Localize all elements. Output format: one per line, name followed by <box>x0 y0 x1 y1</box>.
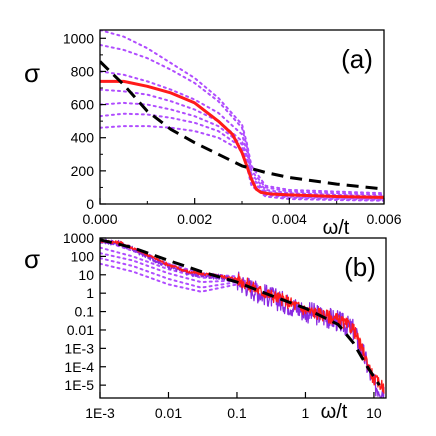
panel-a-x-tick-label: 0.000 <box>82 211 117 227</box>
panel-a-y-tick-label: 200 <box>71 163 95 179</box>
panel-b-x-tick-label: 1 <box>302 405 310 421</box>
panel-b-y-tick-label: 100 <box>71 248 95 264</box>
panel-b-x-tick-label: 10 <box>366 405 382 421</box>
panel-b-y-axis-label: σ <box>24 244 40 274</box>
panel-a-label: (a) <box>341 44 373 74</box>
panel-b-series <box>100 238 385 398</box>
panel-b-y-tick-label: 0.1 <box>75 304 95 320</box>
panel-a-x-tick-label: 0.004 <box>272 211 307 227</box>
panel-a-series-4-dotted <box>100 70 384 198</box>
panel-a-x-tick-label: 0.002 <box>177 211 212 227</box>
panel-a-series-1-dashed <box>100 60 384 191</box>
panel-b-x-tick-label: 1E-3 <box>85 405 115 421</box>
panel-b-series-2-dashed <box>100 238 381 386</box>
panel-b-y-tick-label: 10 <box>78 267 94 283</box>
panel-b: 1E-3 0.01 0.1 1 10 1000 100 10 1 0.1 0.01 1E-3 1E-4 1… <box>24 230 387 425</box>
panel-a-series-2-dotted <box>100 30 384 195</box>
panel-b-x-axis-label: ω/t <box>321 401 348 423</box>
panel-a-y-tick-label: 800 <box>71 63 95 79</box>
panel-b-y-tick-label: 1000 <box>63 230 94 246</box>
panel-b-y-tick-label: 1E-3 <box>64 340 94 356</box>
panel-a-series <box>100 30 384 202</box>
panel-a-y-tick-label: 0 <box>86 196 94 212</box>
panel-a-series-6-dotted <box>100 101 384 200</box>
panel-a-y-tick-label: 400 <box>71 130 95 146</box>
panel-b-ticks: 1E-3 0.01 0.1 1 10 1000 100 10 1 0.1 0.01 1E-3 1E-4 1… <box>63 230 382 421</box>
panel-b-y-tick-label: 1 <box>86 285 94 301</box>
panel-b-x-tick-label: 0.1 <box>227 405 247 421</box>
panel-a-x-tick-label: 0.006 <box>366 211 401 227</box>
panel-b-y-tick-label: 0.01 <box>67 322 94 338</box>
panel-a-x-axis-label: ω/t <box>323 217 350 239</box>
panel-b-label: (b) <box>344 252 376 282</box>
panel-b-x-tick-label: 0.01 <box>155 405 182 421</box>
panel-a-series-8-dotted <box>100 125 384 202</box>
panel-a-series-3-dotted <box>100 43 384 196</box>
panel-a-y-axis-label: σ <box>24 58 40 88</box>
panel-a-series-0-solid <box>100 79 384 199</box>
panel-a-y-tick-label: 1000 <box>63 30 94 46</box>
panel-b-frame <box>99 237 387 399</box>
panel-a-y-tick-label: 600 <box>71 97 95 113</box>
panel-a: 0.000 0.002 0.004 0.006 0 200 400 600 800 1000 (a… <box>24 29 402 241</box>
panel-a-ticks: 0.000 0.002 0.004 0.006 0 200 400 600 800 1000 <box>63 30 402 227</box>
panel-b-series-1-noisy <box>100 238 385 394</box>
panel-b-y-tick-label: 1E-4 <box>64 359 94 375</box>
panel-a-series-7-dotted <box>100 112 384 201</box>
panel-b-y-tick-label: 1E-5 <box>64 377 94 393</box>
